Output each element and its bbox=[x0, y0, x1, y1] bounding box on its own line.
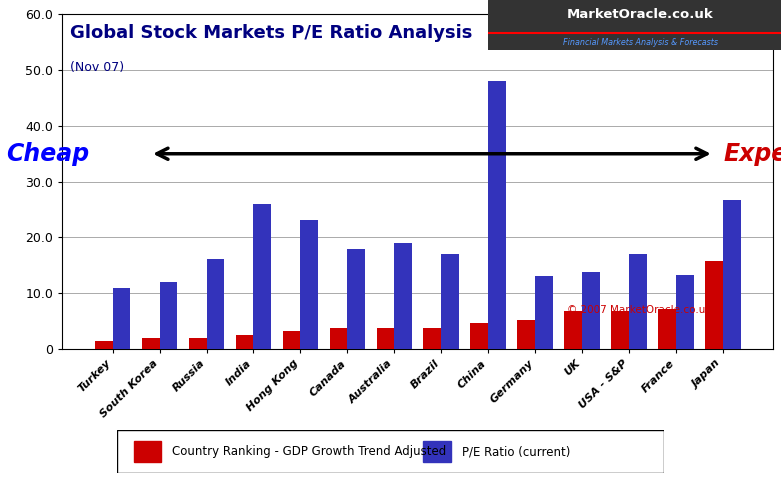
Bar bbox=[565, 311, 582, 349]
Bar bbox=[112, 288, 130, 349]
Bar bbox=[189, 338, 206, 349]
Text: Expensive: Expensive bbox=[723, 142, 781, 166]
Bar bbox=[141, 338, 159, 349]
Text: Country Ranking - GDP Growth Trend Adjusted: Country Ranking - GDP Growth Trend Adjus… bbox=[172, 445, 446, 458]
Bar bbox=[723, 200, 741, 349]
Bar bbox=[394, 243, 412, 349]
Bar bbox=[441, 254, 459, 349]
Bar bbox=[705, 261, 723, 349]
Text: Global Stock Markets P/E Ratio Analysis: Global Stock Markets P/E Ratio Analysis bbox=[70, 24, 472, 43]
Text: P/E Ratio (current): P/E Ratio (current) bbox=[462, 445, 570, 458]
Bar bbox=[488, 81, 506, 349]
Bar bbox=[330, 328, 348, 349]
Bar bbox=[134, 441, 161, 463]
Bar bbox=[95, 340, 112, 349]
Text: Financial Markets Analysis & Forecasts: Financial Markets Analysis & Forecasts bbox=[563, 38, 718, 47]
Bar bbox=[159, 282, 177, 349]
Bar bbox=[348, 249, 366, 349]
Bar bbox=[206, 259, 224, 349]
Bar bbox=[254, 204, 271, 349]
Bar bbox=[676, 275, 694, 349]
Bar bbox=[629, 254, 647, 349]
Text: MarketOracle.co.uk: MarketOracle.co.uk bbox=[567, 8, 714, 21]
Text: Cheap: Cheap bbox=[6, 142, 89, 166]
Bar bbox=[301, 219, 319, 349]
Bar bbox=[658, 309, 676, 349]
Text: (Nov 07): (Nov 07) bbox=[70, 61, 123, 74]
Bar bbox=[376, 328, 394, 349]
Bar bbox=[535, 276, 553, 349]
Bar bbox=[423, 441, 451, 463]
Bar bbox=[612, 311, 629, 349]
Bar bbox=[517, 320, 535, 349]
Bar bbox=[582, 272, 600, 349]
Bar bbox=[283, 331, 301, 349]
Bar bbox=[470, 323, 488, 349]
Text: © 2007 MarketOracle.co.uk: © 2007 MarketOracle.co.uk bbox=[567, 305, 711, 315]
Bar bbox=[423, 328, 441, 349]
Bar bbox=[236, 335, 254, 349]
